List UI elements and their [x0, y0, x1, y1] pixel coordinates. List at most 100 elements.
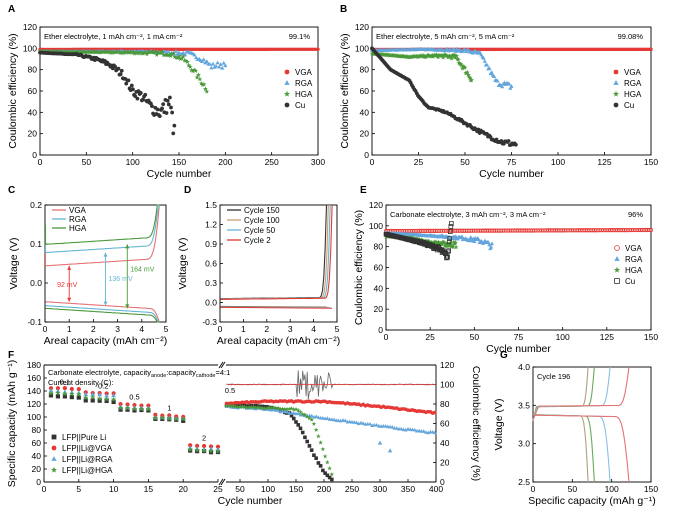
- y-tick-label: 2.5: [518, 477, 530, 487]
- data-point: [194, 74, 200, 80]
- data-point: [461, 64, 467, 69]
- data-point: [90, 398, 95, 403]
- x-axis-title: Areal capacity (mAh cm⁻²): [44, 335, 167, 347]
- data-point: [325, 416, 330, 420]
- legend-marker: [284, 69, 290, 75]
- y-tick-label: 0.3: [205, 278, 217, 288]
- data-point: [314, 456, 318, 460]
- data-point: [180, 416, 186, 422]
- data-point: [126, 49, 132, 55]
- data-point: [141, 97, 145, 102]
- series-vga: [38, 47, 320, 52]
- panel-top-value: 99.1%: [289, 32, 311, 41]
- data-point: [204, 59, 209, 64]
- legend-label: Cycle 100: [244, 216, 280, 225]
- y-tick-label: 0: [36, 477, 41, 487]
- data-point: [55, 390, 61, 396]
- legend-marker: [614, 278, 620, 284]
- y-tick-label: 100: [355, 43, 369, 53]
- panel-letter: C: [8, 185, 15, 196]
- data-point: [160, 106, 164, 111]
- data-point: [220, 65, 225, 70]
- y-axis-title: Coulombic efficiency (%): [353, 210, 365, 325]
- y-tick-label: 60: [28, 86, 38, 96]
- y-tick-label: 140: [27, 386, 41, 396]
- data-point: [354, 420, 359, 425]
- data-point: [224, 403, 229, 409]
- x-tick-label: 0: [384, 332, 389, 342]
- x-tick-label: 75: [514, 332, 524, 342]
- legend-marker: [613, 80, 619, 85]
- data-point: [330, 477, 334, 482]
- data-point: [184, 59, 190, 64]
- data-point: [208, 448, 214, 454]
- x-tick-label: 300: [311, 157, 325, 167]
- data-point: [472, 239, 477, 244]
- y-tick-label: 100: [23, 43, 37, 53]
- x-tick-label: 5: [164, 324, 169, 334]
- rate-label: 0.5: [129, 392, 139, 401]
- legend-label: Cu: [295, 101, 305, 110]
- x-axis-title: Cycle number: [479, 168, 544, 180]
- legend-label: LFP||Li@HGA: [62, 466, 113, 475]
- x-tick-label: 25: [213, 484, 223, 494]
- data-point: [198, 80, 204, 86]
- data-point: [329, 471, 335, 477]
- data-point: [158, 50, 164, 55]
- y2-tick-label: 80: [440, 399, 450, 409]
- data-point: [69, 395, 74, 400]
- x-tick-label: 4: [311, 324, 316, 334]
- data-point: [169, 105, 173, 110]
- data-point: [152, 415, 159, 421]
- data-point: [320, 415, 325, 420]
- data-point: [115, 49, 121, 54]
- y-tick-label: 0: [32, 150, 37, 160]
- y-tick-label: 20: [28, 129, 38, 139]
- data-point: [311, 421, 317, 426]
- series-lfp-li-vga: [48, 386, 437, 449]
- data-point: [318, 440, 323, 445]
- data-point: [165, 98, 170, 103]
- data-point: [448, 224, 454, 229]
- data-point: [445, 255, 450, 260]
- data-point: [257, 405, 263, 410]
- plating-curve-cycle-2: [220, 306, 333, 309]
- y-tick-label: 0: [378, 325, 383, 335]
- data-point: [466, 74, 472, 79]
- data-point: [487, 242, 492, 247]
- data-point: [446, 248, 451, 253]
- data-point: [97, 392, 102, 397]
- data-point: [447, 236, 453, 241]
- series-cu: [383, 221, 454, 261]
- data-point: [152, 49, 158, 54]
- plating-curve-hga: [45, 307, 160, 323]
- data-point: [83, 398, 88, 403]
- x-tick-label: 0: [370, 157, 375, 167]
- data-point: [230, 403, 236, 409]
- data-point: [295, 407, 301, 413]
- panel-top-value: 99.08%: [618, 32, 644, 41]
- data-point: [228, 403, 234, 408]
- panel-annotation: Ether electrolyte, 1 mAh cm⁻², 1 mA cm⁻²: [44, 32, 183, 41]
- annotation-subscript: anode: [151, 373, 166, 379]
- data-point: [325, 459, 330, 465]
- data-point: [278, 406, 283, 411]
- discharge-curve-vga: [532, 414, 630, 483]
- data-point: [48, 390, 54, 396]
- data-point: [406, 426, 410, 431]
- annotation-part: =4:1: [215, 368, 230, 377]
- x-tick-label: 100: [556, 332, 570, 342]
- plot-frame: [532, 366, 652, 483]
- y-tick-label: 80: [374, 242, 384, 252]
- panel-annotation: Ether electrolyte, 5 mAh cm⁻², 5 mA cm⁻²: [376, 32, 515, 41]
- data-point: [237, 404, 243, 409]
- data-point: [294, 420, 298, 424]
- data-point: [133, 50, 139, 56]
- data-point: [476, 237, 481, 242]
- data-point: [508, 85, 513, 90]
- data-point: [242, 404, 247, 410]
- data-point: [298, 409, 303, 415]
- x-tick-label: 400: [429, 484, 443, 494]
- y-tick-label: 40: [32, 451, 42, 461]
- panel-letter: B: [340, 4, 347, 15]
